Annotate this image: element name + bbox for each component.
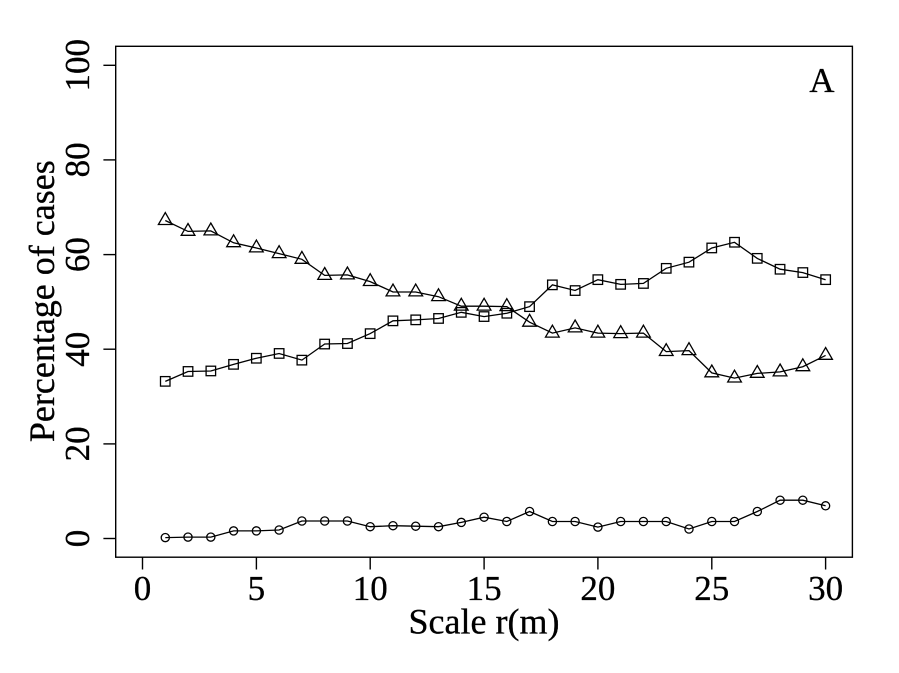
svg-text:0: 0: [58, 530, 97, 548]
svg-text:Scale r(m): Scale r(m): [409, 602, 560, 642]
svg-text:5: 5: [248, 569, 266, 608]
svg-text:25: 25: [694, 569, 729, 608]
svg-text:40: 40: [58, 332, 97, 367]
svg-text:100: 100: [58, 39, 97, 92]
svg-text:10: 10: [353, 569, 388, 608]
svg-text:20: 20: [580, 569, 615, 608]
svg-text:30: 30: [808, 569, 843, 608]
svg-text:80: 80: [58, 142, 97, 177]
svg-text:A: A: [809, 61, 835, 100]
svg-text:Percentage of cases: Percentage of cases: [22, 160, 62, 442]
svg-text:60: 60: [58, 237, 97, 272]
svg-text:0: 0: [134, 569, 152, 608]
svg-text:15: 15: [467, 569, 502, 608]
svg-text:20: 20: [58, 426, 97, 461]
